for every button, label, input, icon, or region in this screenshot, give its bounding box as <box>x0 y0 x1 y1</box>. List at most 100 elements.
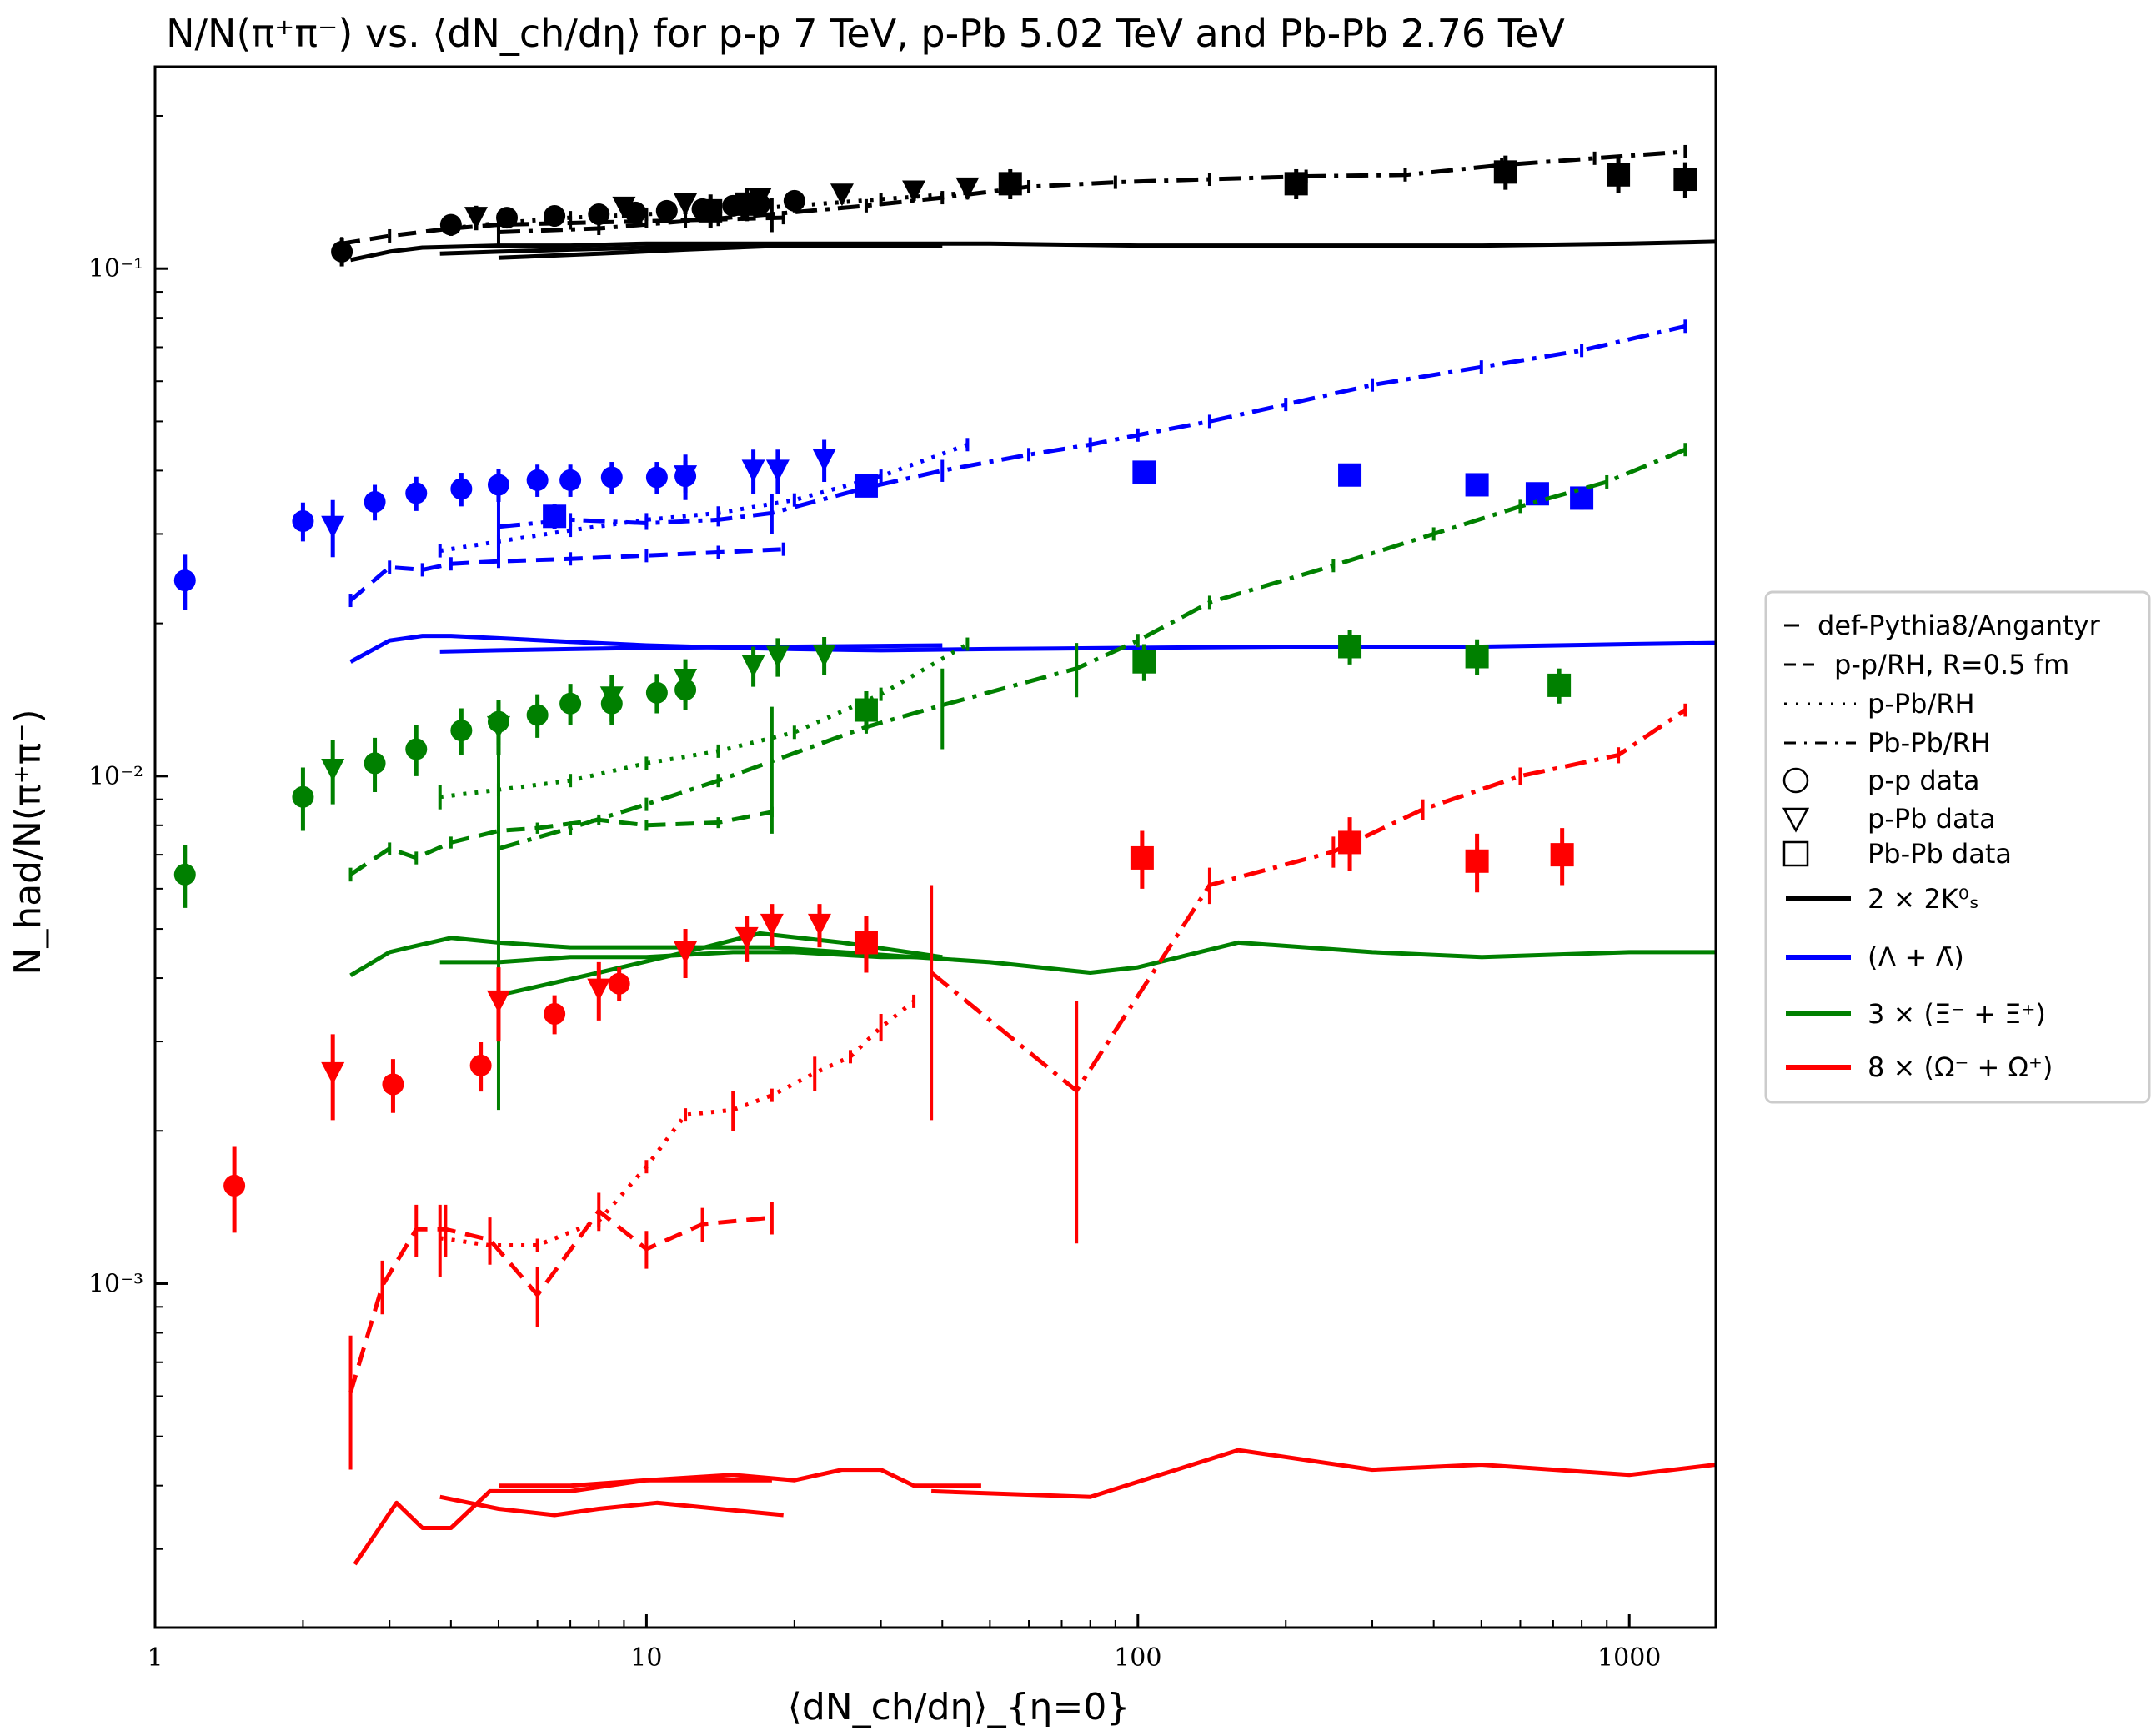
series-Xi-def <box>349 936 1716 977</box>
ppb-data-point <box>599 686 624 710</box>
pbpb-data-point <box>1550 843 1574 867</box>
ppb-data-point <box>674 193 698 216</box>
pbpb-data-point <box>1570 486 1594 510</box>
ppb-data-point <box>812 449 836 472</box>
legend-entry: p-p/RH, R=0.5 fm <box>1784 649 2069 680</box>
model-curve <box>498 243 784 260</box>
pbpb-data-point <box>1132 650 1156 674</box>
pbpb-data-point <box>1338 463 1362 487</box>
series-Lambda-pp_data <box>173 460 697 610</box>
pbpb-data-point <box>1465 473 1489 497</box>
legend-entry: Pb-Pb data <box>1782 838 2012 870</box>
legend-label: p-p/RH, R=0.5 fm <box>1834 649 2069 680</box>
pbpb-data-point <box>1493 160 1517 184</box>
legend-label: def-Pythia8/Angantyr <box>1818 610 2101 641</box>
series-Omega-ppb_rh <box>438 994 916 1277</box>
chart-title: N/N(π⁺π⁻) vs. ⟨dN_ch/dη⟩ for p-p 7 TeV, … <box>166 11 1565 56</box>
ppb-data-point <box>674 465 698 489</box>
pp-data-point <box>364 752 386 775</box>
x-tick-label: 100 <box>1114 1643 1161 1673</box>
model-curve <box>349 936 1716 977</box>
pp-data-point <box>526 704 549 726</box>
y-tick-label: 10⁻¹ <box>88 254 143 283</box>
pbpb-data-point <box>1284 172 1308 196</box>
series-Omega-pp_data <box>223 967 630 1233</box>
x-tick-label: 1 <box>147 1643 163 1673</box>
pbpb-data-point <box>854 698 878 722</box>
model-curve <box>498 324 1686 529</box>
pp-data-point <box>450 478 473 500</box>
model-curve <box>439 1494 784 1518</box>
pp-data-point <box>544 1002 566 1025</box>
ppb-data-point <box>807 913 831 936</box>
y-axis-label: N_had/N(π⁺π⁻) <box>7 709 49 975</box>
legend-entry: p-p data <box>1782 765 1979 796</box>
model-curve <box>439 999 915 1247</box>
legend-items: def-Pythia8/Angantyr p-p/RH, R=0.5 fm p-Pb… <box>1782 610 2101 1083</box>
legend-label: 8 × (Ω⁻ + Ω⁺) <box>1868 1051 2053 1083</box>
ppb-data-point <box>735 926 759 950</box>
pp-data-point <box>292 785 314 808</box>
series-Omega-def <box>931 1448 1717 1499</box>
series-Xi-pp_rh <box>348 806 774 882</box>
pp-data-point <box>292 510 314 533</box>
ppb-data-point <box>612 196 636 219</box>
x-axis-label: ⟨dN_ch/dη⟩_{η=0} <box>788 1686 1131 1728</box>
legend-marker-circle <box>1782 767 1809 794</box>
legend-marker-square <box>1782 840 1809 867</box>
ppb-data-point <box>321 759 345 782</box>
series-Omega-pbpb_rh <box>930 703 1687 1244</box>
axis-ticks: 1 10 100 1000 10⁻¹ 10⁻² 10⁻³ <box>88 114 1661 1673</box>
pbpb-data-point <box>543 504 567 529</box>
ppb-data-point <box>765 459 790 483</box>
legend-entry: def-Pythia8/Angantyr <box>1784 610 2101 641</box>
pp-data-point <box>223 1174 246 1197</box>
ppb-data-point <box>902 180 926 203</box>
legend-entry: 8 × (Ω⁻ + Ω⁺) <box>1786 1051 2053 1083</box>
series-Omega-def <box>353 1478 772 1566</box>
pbpb-data-point <box>998 172 1022 196</box>
pp-data-point <box>588 203 610 225</box>
pp-data-point <box>544 205 566 228</box>
y-tick-label: 10⁻² <box>88 762 143 791</box>
series-Xi-pbpb_data <box>854 630 1572 731</box>
pp-data-point <box>405 738 428 760</box>
series-K0s-pbpb_data <box>699 155 1697 229</box>
legend-label: Pb-Pb data <box>1868 838 2012 870</box>
model-curve <box>930 708 1687 1093</box>
ppb-data-point <box>321 515 345 539</box>
series-Lambda-pbpb_rh <box>496 319 1687 558</box>
series-Xi-pbpb_rh <box>496 443 1687 1111</box>
model-curve <box>349 810 773 876</box>
x-tick-label: 10 <box>630 1643 662 1673</box>
legend-entry: 2 × 2K⁰ₛ <box>1786 883 1979 915</box>
legend-entry: (Λ + Λ̄) <box>1786 941 1964 973</box>
model-curve <box>439 243 943 256</box>
model-curve <box>348 547 784 602</box>
series-Omega-def <box>499 1468 981 1488</box>
pp-data-point <box>496 207 519 229</box>
series-Lambda-ppb_data <box>321 439 836 558</box>
pp-data-point <box>600 466 623 489</box>
y-tick-label: 10⁻³ <box>88 1269 143 1298</box>
series-Xi-ppb_data <box>321 636 836 805</box>
legend-label: (Λ + Λ̄) <box>1868 941 1964 973</box>
legend-entry: 3 × (Ξ⁻ + Ξ⁺) <box>1786 998 2046 1030</box>
pbpb-data-point <box>1607 163 1631 187</box>
pbpb-data-point <box>699 198 723 223</box>
pbpb-data-point <box>854 474 878 498</box>
ppb-data-point <box>812 644 836 667</box>
pp-data-point <box>526 469 549 491</box>
pp-data-point <box>173 569 196 592</box>
series-Xi-ppb_rh <box>438 637 970 810</box>
pp-data-point <box>645 681 668 704</box>
series-Lambda-ppb_rh <box>438 438 970 558</box>
ppb-data-point <box>674 668 698 691</box>
pp-data-point <box>559 692 582 715</box>
pbpb-data-point <box>1525 482 1549 506</box>
legend-label: 2 × 2K⁰ₛ <box>1868 883 1979 915</box>
pbpb-data-point <box>1547 673 1572 697</box>
series-K0s-def <box>498 243 784 260</box>
pbpb-data-point <box>1130 845 1154 870</box>
legend-box <box>1764 590 2151 1104</box>
